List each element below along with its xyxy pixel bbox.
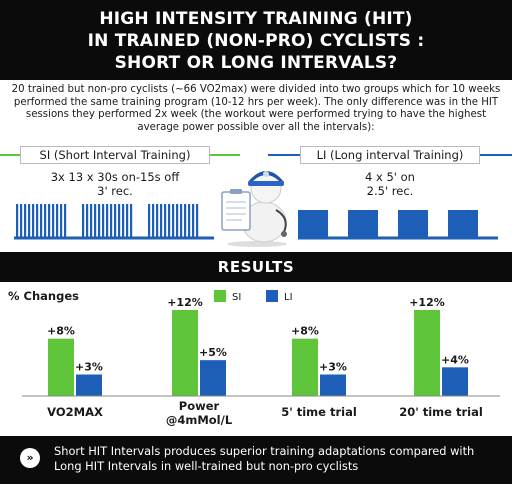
legend-swatch-li [266,290,278,302]
double-chevron-right-icon: » [20,448,40,468]
si-interval-rep [28,204,31,238]
li-interval-rep [448,210,478,238]
si-accent-line-left [0,154,20,156]
si-accent-line-right [210,154,240,156]
li-interval-rep [348,210,378,238]
si-interval-rep [24,204,27,238]
si-interval-rep [126,204,129,238]
si-interval-rep [184,204,187,238]
li-accent-line-right [480,154,512,156]
study-description: 20 trained but non-pro cyclists (~66 VO2… [11,84,501,133]
si-interval-rep [148,204,151,238]
bar-si-2 [292,338,318,396]
si-interval-rep [160,204,163,238]
si-interval-rep [114,204,117,238]
si-interval-rep [156,204,159,238]
x-tick-label-1: Power [179,399,220,413]
data-label-si-1: +12% [167,296,203,309]
si-interval-rep [48,204,51,238]
bar-si-3 [414,310,440,396]
si-interval-rep [176,204,179,238]
chart-bars: +8% +3% +12% +5% +8% +3% +12% +4% [47,296,469,396]
results-bar-chart: % Changes SI LI +8% +3% +12% +5% +8% +3% +12% +4… [8,289,500,427]
x-axis-labels: VO2MAX Power@4mMol/L 5' time trial 20' time… [47,399,483,427]
data-label-si-2: +8% [291,325,319,338]
si-protocol-line-1: 3x 13 x 30s on-15s off [50,170,180,184]
si-interval-rep [196,204,199,238]
results-banner: RESULTS [0,252,512,282]
si-interval-rep [122,204,125,238]
y-axis-label: % Changes [8,289,79,303]
li-interval-waveform [298,210,498,240]
data-label-li-3: +4% [441,353,469,366]
bar-li-1 [200,360,226,396]
si-interval-rep [94,204,97,238]
data-label-si-0: +8% [47,325,75,338]
x-tick-label-0: VO2MAX [47,405,103,419]
si-interval-rep [192,204,195,238]
li-protocol-line-2: 2.5' rec. [366,184,414,198]
li-interval-rep [298,210,328,238]
si-interval-rep [44,204,47,238]
li-protocol-line-1: 4 x 5' on [365,170,415,184]
si-interval-rep [20,204,23,238]
bar-li-3 [442,367,468,396]
si-interval-rep [118,204,121,238]
si-interval-rep [16,204,19,238]
li-group-label: LI (Long interval Training) [300,146,480,164]
title-line-1: HIGH INTENSITY TRAINING (HIT) [99,9,413,29]
si-protocol-line-2: 3' rec. [97,184,133,198]
si-interval-rep [188,204,191,238]
legend-label-li: LI [284,292,293,303]
legend-label-si: SI [232,292,241,303]
data-label-li-1: +5% [199,346,227,359]
si-interval-rep [86,204,89,238]
si-interval-rep [36,204,39,238]
data-label-si-3: +12% [409,296,445,309]
si-group-label: SI (Short Interval Training) [20,146,210,164]
data-label-li-2: +3% [319,361,347,374]
si-interval-rep [60,204,63,238]
si-interval-rep [130,204,133,238]
si-interval-rep [152,204,155,238]
si-interval-rep [40,204,43,238]
x-tick-label-3: 20' time trial [399,405,483,419]
si-interval-rep [102,204,105,238]
conclusion-text: Short HIT Intervals produces superior tr… [54,444,475,473]
si-interval-rep [106,204,109,238]
si-interval-rep [52,204,55,238]
si-interval-waveform [14,204,214,240]
si-interval-rep [172,204,175,238]
si-interval-rep [164,204,167,238]
bar-li-0 [76,374,102,396]
x-tick-label-2: 5' time trial [281,405,357,419]
si-interval-rep [180,204,183,238]
x-tick-label-1: @4mMol/L [166,413,233,427]
bar-si-0 [48,338,74,396]
si-interval-rep [32,204,35,238]
si-interval-rep [64,204,67,238]
conclusion-banner: » Short HIT Intervals produces superior … [0,436,512,484]
si-interval-rep [82,204,85,238]
chart-legend: SI LI [214,290,293,303]
si-protocol: 3x 13 x 30s on-15s off 3' rec. [20,170,210,198]
li-interval-rep [398,210,428,238]
si-interval-rep [56,204,59,238]
title-line-3: SHORT OR LONG INTERVALS? [114,53,398,73]
si-interval-rep [98,204,101,238]
si-interval-rep [90,204,93,238]
doctor-clipboard-illustration [221,171,287,247]
li-accent-line-left [268,154,300,156]
si-interval-rep [168,204,171,238]
legend-swatch-si [214,290,226,302]
bar-si-1 [172,310,198,396]
li-protocol: 4 x 5' on 2.5' rec. [300,170,480,198]
si-interval-rep [110,204,113,238]
bar-li-2 [320,374,346,396]
data-label-li-0: +3% [75,361,103,374]
title-line-2: IN TRAINED (NON-PRO) CYCLISTS : [87,31,425,51]
title-banner: HIGH INTENSITY TRAINING (HIT) IN TRAINED… [0,0,512,80]
